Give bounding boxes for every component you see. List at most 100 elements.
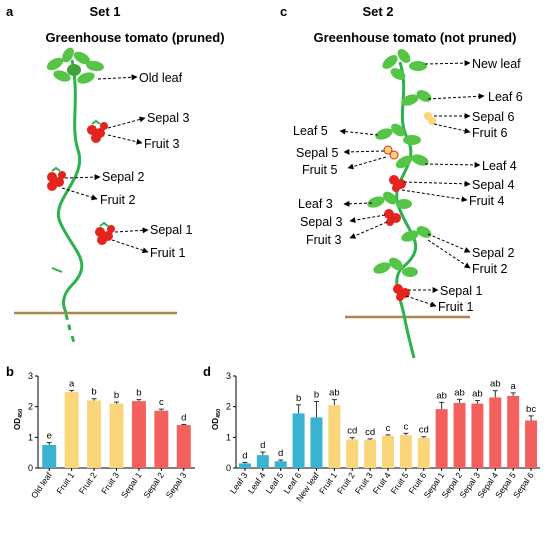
fruit-clusters-c	[383, 112, 436, 301]
annotation-fruit-3: Fruit 3	[306, 233, 341, 247]
annotation-leaf-6: Leaf 6	[488, 90, 523, 104]
bar	[292, 413, 305, 468]
root-dashes	[64, 313, 77, 347]
x-tick-label: Fruit 3	[353, 470, 375, 496]
annotation-sepal-3: Sepal 3	[300, 215, 342, 229]
annotation-sepal-2: Sepal 2	[472, 246, 514, 260]
annotation-fruit-6: Fruit 6	[472, 126, 507, 140]
significance-letter: cd	[347, 426, 357, 437]
bar	[453, 402, 466, 468]
significance-letter: b	[91, 387, 96, 398]
plant-stem-c	[395, 61, 418, 359]
annotation-sepal-1: Sepal 1	[440, 284, 482, 298]
x-tick-label: Fruit 1	[54, 470, 76, 496]
significance-letter: b	[296, 393, 301, 404]
bar	[382, 435, 394, 468]
leaf-clusters-c	[367, 49, 432, 277]
panel-b-label: b	[6, 364, 14, 379]
significance-letter: ab	[436, 390, 447, 401]
bar	[435, 409, 448, 468]
bar	[154, 410, 169, 468]
significance-letter: a	[69, 378, 75, 389]
x-tick-label: Leaf 4	[246, 470, 268, 495]
x-tick-label: Fruit 1	[317, 470, 339, 496]
x-tick-label: Sepal 1	[119, 470, 144, 500]
significance-letter: bc	[526, 404, 536, 415]
y-axis-label: OD450	[211, 409, 222, 430]
bar	[256, 455, 269, 468]
significance-letter: d	[278, 448, 283, 459]
panel-c-set-title: Set 2	[362, 4, 393, 19]
annotation-fruit-5: Fruit 5	[302, 163, 337, 177]
y-tick-label: 1	[226, 432, 231, 442]
panel-a-set-title: Set 1	[89, 4, 120, 19]
significance-letter: cd	[419, 425, 429, 436]
y-tick-label: 0	[226, 463, 231, 473]
x-tick-label: Fruit 2	[335, 470, 357, 496]
leaf-cluster-old	[46, 47, 104, 84]
y-tick-label: 0	[28, 463, 33, 473]
panel-a-subtitle: Greenhouse tomato (pruned)	[45, 30, 224, 45]
bar	[399, 435, 412, 468]
y-tick-label: 3	[28, 371, 33, 381]
x-tick-label: Old leaf	[29, 470, 54, 500]
bar	[364, 439, 377, 468]
panel-c: c Set 2 Greenhouse tomato (not pruned)	[280, 4, 523, 359]
significance-letter: ab	[490, 379, 501, 390]
fruit-cluster-3	[87, 119, 108, 143]
fruit-cluster-2	[47, 166, 66, 191]
bar	[417, 437, 430, 468]
significance-letter: ab	[472, 389, 483, 400]
bar	[109, 403, 124, 468]
stem-branch	[51, 267, 63, 273]
significance-letter: d	[260, 440, 265, 451]
y-tick-label: 1	[28, 432, 33, 442]
plant-stem	[56, 59, 84, 313]
annotation-sepal-2: Sepal 2	[102, 170, 144, 184]
significance-letter: d	[181, 412, 186, 423]
x-tick-label: Leaf 3	[228, 470, 250, 495]
panel-b: b 0 1 2 3 OD450 e Old leaf a Fruit 1 b Fruit 2 b Fru…	[6, 364, 195, 500]
x-tick-label: Fruit 2	[77, 470, 99, 496]
panel-a-label: a	[6, 4, 14, 19]
annotation-sepal-5: Sepal 5	[296, 146, 338, 160]
x-tick-label: Fruit 5	[389, 470, 411, 496]
y-tick-label: 2	[28, 402, 33, 412]
bar	[489, 397, 502, 468]
bar	[64, 391, 79, 468]
bar	[310, 417, 323, 468]
panel-a: a Set 1 Greenhouse tomato (pruned)	[6, 4, 225, 347]
bar	[328, 405, 341, 468]
y-tick-label: 3	[226, 371, 231, 381]
annotation-sepal-6: Sepal 6	[472, 110, 514, 124]
significance-letter: c	[386, 423, 391, 434]
annotation-fruit-2: Fruit 2	[472, 262, 507, 276]
significance-letter: cd	[365, 427, 375, 438]
bar	[471, 403, 484, 468]
x-tick-label: Sepal 2	[141, 470, 166, 500]
bar	[525, 420, 538, 468]
annotation-fruit-1: Fruit 1	[150, 246, 185, 260]
chart-b: 0 1 2 3 OD450 e Old leaf a Fruit 1 b Fruit 2 b Fruit…	[13, 371, 195, 500]
annotation-sepal-4: Sepal 4	[472, 178, 514, 192]
annotation-fruit-4: Fruit 4	[469, 194, 504, 208]
annotation-old-leaf: Old leaf	[139, 71, 183, 85]
bar	[238, 463, 251, 468]
significance-letter: ab	[454, 387, 465, 398]
y-tick-label: 2	[226, 402, 231, 412]
annotation-fruit-3: Fruit 3	[144, 137, 179, 151]
significance-letter: b	[314, 389, 319, 400]
fruit-cluster-1	[95, 221, 115, 245]
panel-d-label: d	[203, 364, 211, 379]
significance-letter: d	[242, 450, 247, 461]
annotation-fruit-1: Fruit 1	[438, 300, 473, 314]
annotation-leaf-3: Leaf 3	[298, 197, 333, 211]
panel-c-subtitle: Greenhouse tomato (not pruned)	[314, 30, 517, 45]
bar	[346, 439, 359, 468]
bar	[87, 400, 102, 468]
y-axis-label: OD450	[13, 409, 24, 430]
significance-letter: ab	[329, 388, 340, 399]
annotation-leaf-5: Leaf 5	[293, 124, 328, 138]
